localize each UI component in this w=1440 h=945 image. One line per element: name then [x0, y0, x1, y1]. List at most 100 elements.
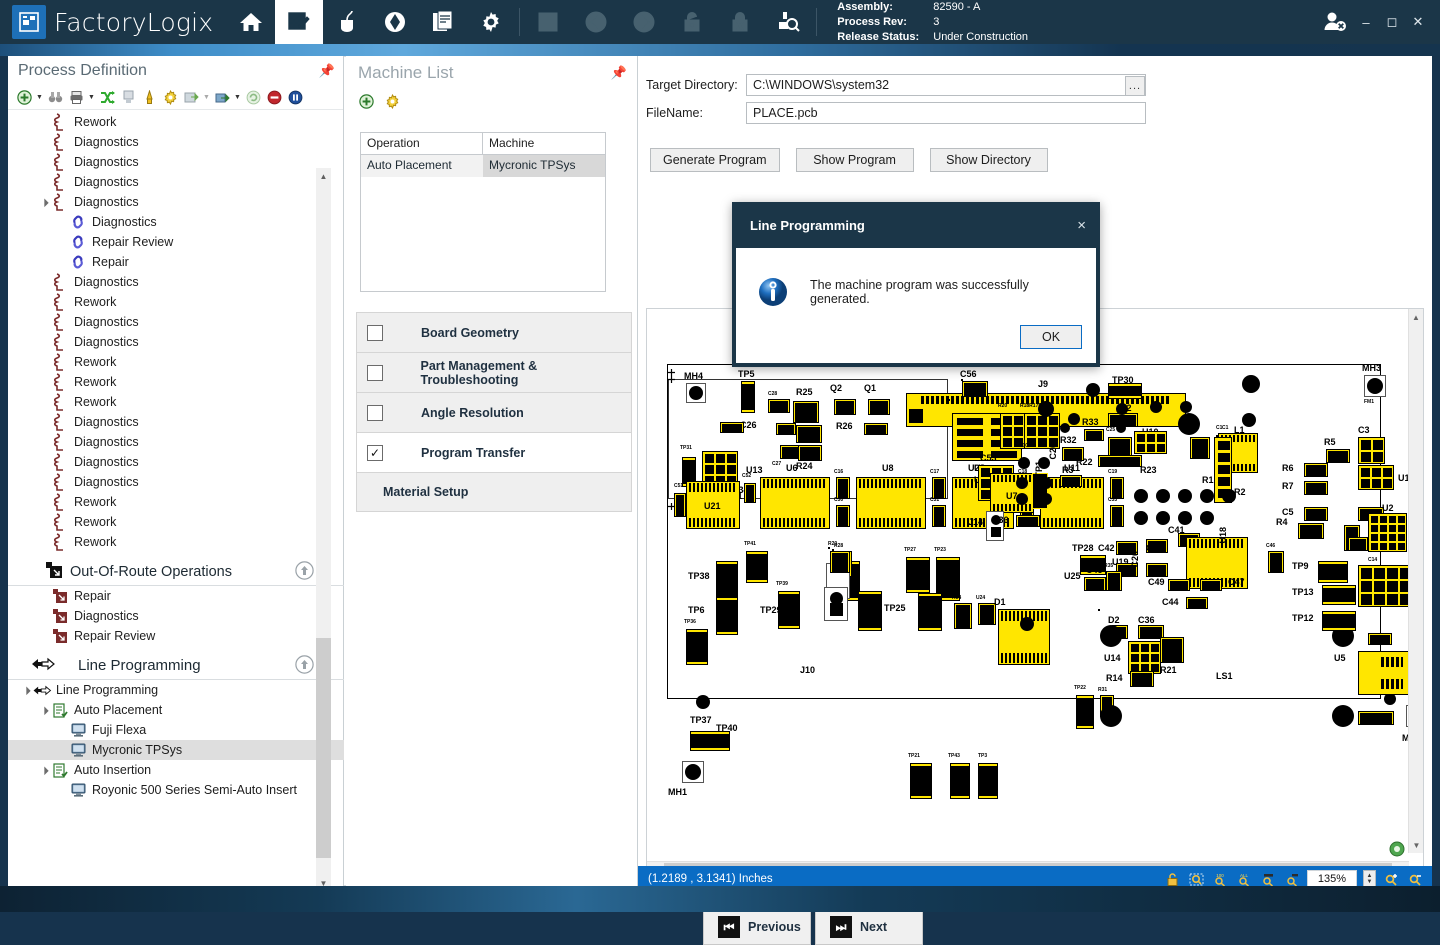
pin-icon-2[interactable]: 📌 [610, 65, 627, 80]
tree-item[interactable]: Diagnostics [8, 452, 344, 472]
viewer-scroll-down-arrow[interactable]: ▼ [1412, 840, 1421, 850]
tree-item[interactable]: Repair Review [8, 232, 344, 252]
tree-item[interactable]: Diagnostics [8, 332, 344, 352]
line-programming-section-header[interactable]: Line Programming [8, 652, 344, 680]
tree-item[interactable]: Rework [8, 512, 344, 532]
lock-aspect-icon[interactable] [1163, 870, 1181, 888]
line-programming-item[interactable]: ◢ Auto Placement [8, 700, 344, 720]
out-of-route-item[interactable]: Repair [8, 586, 344, 606]
viewer-vertical-scrollbar[interactable]: ▲ ▼ [1408, 309, 1423, 853]
accordion-item-4[interactable]: Material Setup [356, 472, 632, 512]
board-viewer[interactable]: MH4 TP5 C28 R25 C26 C27 R24 TP31 U13 C34 Q2 Q1 R26 J9… [646, 308, 1424, 878]
tree-item[interactable]: Diagnostics [8, 312, 344, 332]
checkbox[interactable]: ✓ [367, 444, 383, 461]
chevron-down-icon-4[interactable]: ▼ [234, 94, 241, 101]
ok-button[interactable]: OK [1020, 325, 1082, 349]
tree-item[interactable]: Diagnostics [8, 272, 344, 292]
collapse-up-icon-2[interactable] [295, 654, 314, 677]
accordion-item-3[interactable]: ✓ Program Transfer [356, 432, 632, 472]
show-directory-button[interactable]: Show Directory [929, 148, 1048, 172]
browse-button[interactable]: ... [1125, 75, 1145, 96]
home-icon[interactable] [227, 0, 275, 44]
paint-icon[interactable] [323, 0, 371, 44]
scroll-down-arrow[interactable]: ▼ [319, 879, 328, 888]
tree-item[interactable]: Rework [8, 532, 344, 552]
alert-icon[interactable] [139, 88, 159, 108]
print-icon[interactable] [66, 88, 86, 108]
gear-yellow-icon[interactable] [160, 88, 180, 108]
program-steps-accordion[interactable]: Board Geometry Part Management & Troubles… [356, 312, 632, 512]
tree-item[interactable]: Repair [8, 252, 344, 272]
zoom-out-box-icon[interactable] [1259, 870, 1277, 888]
chevron-down-icon[interactable]: ▼ [36, 94, 43, 101]
stop-icon[interactable] [264, 88, 284, 108]
generate-program-button[interactable]: Generate Program [650, 148, 780, 172]
process-definition-icon[interactable] [275, 0, 324, 44]
out-of-route-item[interactable]: Repair Review [8, 626, 344, 646]
binoculars-icon[interactable] [45, 88, 65, 108]
accordion-item-2[interactable]: Angle Resolution [356, 392, 632, 432]
tree-scrollbar[interactable]: ▲ ▼ [316, 168, 331, 892]
accordion-item-1[interactable]: Part Management & Troubleshooting [356, 352, 632, 392]
process-definition-tree[interactable]: Rework Diagnostics Diagnostics Diagnostics ◢… [8, 112, 344, 886]
chevron-down-icon-2[interactable]: ▼ [88, 94, 95, 101]
tree-item[interactable]: Diagnostics [8, 412, 344, 432]
shuffle-icon[interactable] [97, 88, 117, 108]
line-programming-item[interactable]: Mycronic TPSys [8, 740, 344, 760]
previous-button[interactable]: ⏮ Previous [703, 909, 811, 945]
maximize-button[interactable]: ◻ [1386, 14, 1398, 29]
zoom-in-box-icon[interactable] [1283, 870, 1301, 888]
scroll-up-arrow[interactable]: ▲ [319, 172, 328, 181]
tree-item[interactable]: Rework [8, 292, 344, 312]
minimize-button[interactable]: – [1362, 14, 1370, 30]
tree-item[interactable]: ◢ Diagnostics [8, 192, 344, 212]
line-programming-item[interactable]: ◢ Auto Insertion [8, 760, 344, 780]
pause-icon[interactable] [285, 88, 305, 108]
zoom-window-icon[interactable] [1187, 870, 1205, 888]
tree-item[interactable]: Diagnostics [8, 212, 344, 232]
zoom-100-icon[interactable]: 100 [1211, 870, 1229, 888]
gear-icon[interactable] [467, 0, 515, 44]
pin-icon[interactable]: 📌 [318, 63, 335, 78]
line-programming-item[interactable]: Fuji Flexa [8, 720, 344, 740]
fit-to-window-icon[interactable] [1389, 841, 1405, 857]
close-icon[interactable]: × [1077, 216, 1086, 234]
table-row[interactable]: Auto Placement Mycronic TPSys [361, 155, 605, 177]
target-directory-input[interactable]: C:\WINDOWS\system32 [746, 74, 1146, 96]
zoom-out-icon[interactable] [1406, 870, 1424, 888]
zoom-level-input[interactable]: 135% [1307, 870, 1357, 888]
next-button[interactable]: ⏭ Next [815, 909, 923, 945]
tree-item[interactable]: Diagnostics [8, 472, 344, 492]
checkbox[interactable] [367, 324, 383, 341]
close-button[interactable]: ✕ [1412, 14, 1424, 29]
accordion-item-0[interactable]: Board Geometry [356, 312, 632, 352]
zoom-stepper[interactable]: ▲ ▼ [1363, 870, 1376, 888]
tree-item[interactable]: Diagnostics [8, 432, 344, 452]
out-of-route-section-header[interactable]: Out-Of-Route Operations [8, 558, 344, 586]
tree-item[interactable]: Rework [8, 372, 344, 392]
collapse-up-icon[interactable] [295, 560, 314, 583]
board-canvas[interactable]: MH4 TP5 C28 R25 C26 C27 R24 TP31 U13 C34 Q2 Q1 R26 J9… [647, 309, 1409, 853]
zoom-in-icon[interactable] [1382, 870, 1400, 888]
routing-icon[interactable] [371, 0, 419, 44]
tree-scrollbar-thumb[interactable] [316, 638, 331, 858]
user-disabled-icon[interactable] [1318, 7, 1352, 37]
show-program-button[interactable]: Show Program [795, 148, 914, 172]
checkbox[interactable] [367, 404, 383, 421]
line-programming-item[interactable]: Royonic 500 Series Semi-Auto Insert [8, 780, 344, 800]
gear-yellow-icon-2[interactable] [382, 91, 402, 111]
publish-icon[interactable] [212, 88, 232, 108]
documents-icon[interactable] [419, 0, 467, 44]
tree-item[interactable]: Rework [8, 112, 344, 132]
tree-item[interactable]: Rework [8, 352, 344, 372]
tree-item[interactable]: Rework [8, 392, 344, 412]
add-icon[interactable] [14, 88, 34, 108]
tree-item[interactable]: Diagnostics [8, 152, 344, 172]
filename-input[interactable]: PLACE.pcb [746, 102, 1146, 124]
out-of-route-item[interactable]: Diagnostics [8, 606, 344, 626]
inspect-icon[interactable] [764, 0, 812, 44]
tree-item[interactable]: Rework [8, 492, 344, 512]
line-programming-item[interactable]: ◢ Line Programming [8, 680, 344, 700]
checkbox[interactable] [367, 364, 383, 381]
viewer-scroll-up-arrow[interactable]: ▲ [1412, 312, 1420, 322]
